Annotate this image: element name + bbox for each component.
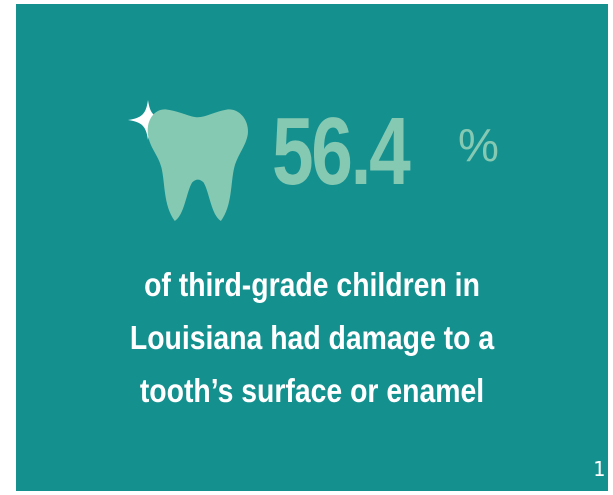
description-line: of third-grade children in — [144, 266, 480, 303]
description-line: Louisiana had damage to a — [129, 319, 495, 356]
stat-value: 56.4 — [272, 98, 411, 205]
tooth-icon — [128, 100, 248, 221]
sparkle-icon — [128, 100, 168, 140]
tooth-illustration — [112, 100, 262, 230]
statistic: 56.4 % — [272, 98, 499, 205]
stat-unit: % — [458, 119, 499, 171]
stat-description: of third-grade children in Louisiana had… — [16, 258, 608, 417]
description-line: tooth’s surface or enamel — [139, 372, 485, 409]
infographic-card — [16, 4, 608, 491]
footnote-number: 1 — [592, 457, 605, 481]
